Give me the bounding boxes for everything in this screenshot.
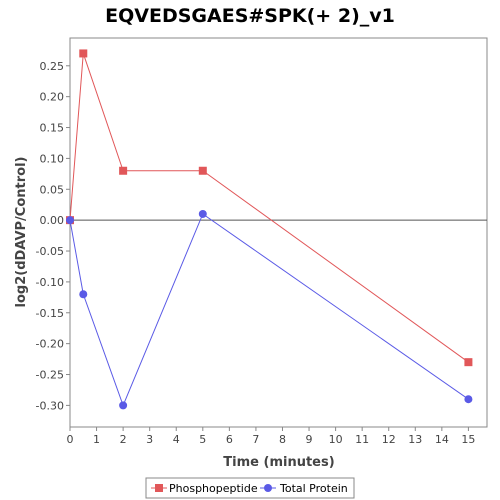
data-point-phosphopeptide xyxy=(464,358,473,367)
legend-phosphopeptide-marker xyxy=(155,484,163,492)
y-tick-label: 0.05 xyxy=(40,183,65,196)
data-point-phosphopeptide xyxy=(198,166,207,175)
data-point-total-protein xyxy=(79,290,88,299)
y-axis-label: log2(dDAVP/Control) xyxy=(14,157,29,308)
chart-title: EQVEDSGAES#SPK(+ 2)_v1 xyxy=(105,5,395,27)
x-tick-label: 10 xyxy=(329,433,343,446)
y-tick-label: -0.20 xyxy=(36,338,64,351)
y-tick-label: 0.20 xyxy=(40,91,65,104)
data-point-phosphopeptide xyxy=(79,49,88,58)
x-tick-label: 11 xyxy=(355,433,369,446)
legend-phosphopeptide-label: Phosphopeptide xyxy=(169,482,258,495)
series-total-protein xyxy=(66,209,473,410)
data-point-total-protein xyxy=(66,216,74,225)
x-tick-label: 0 xyxy=(67,433,74,446)
x-tick-label: 14 xyxy=(435,433,449,446)
y-tick-label: 0.25 xyxy=(40,60,65,73)
x-tick-label: 15 xyxy=(461,433,475,446)
y-ticks: 0.25 0.20 0.15 0.10 0.05 0.00 -0.05 -0.10 -0.15 -… xyxy=(36,60,70,412)
series-group xyxy=(66,49,473,410)
x-tick-label: 4 xyxy=(173,433,180,446)
legend: Phosphopeptide Total Protein xyxy=(145,477,355,499)
x-tick-label: 12 xyxy=(382,433,396,446)
x-tick-label: 8 xyxy=(279,433,286,446)
y-tick-label: -0.15 xyxy=(36,307,64,320)
x-tick-label: 2 xyxy=(120,433,127,446)
y-tick-label: -0.05 xyxy=(36,245,64,258)
data-point-total-protein xyxy=(119,401,128,410)
legend-total-protein-marker xyxy=(264,484,272,492)
y-tick-label: -0.25 xyxy=(36,369,64,382)
x-tick-label: 7 xyxy=(252,433,259,446)
x-tick-label: 5 xyxy=(199,433,206,446)
y-tick-label: 0.00 xyxy=(40,214,65,227)
data-point-total-protein xyxy=(198,209,207,218)
x-ticks: 0 1 2 3 4 5 6 7 8 9 10 11 12 13 14 15 xyxy=(67,427,475,446)
legend-total-protein-label: Total Protein xyxy=(279,482,348,495)
data-point-total-protein xyxy=(464,395,473,404)
y-tick-label: -0.30 xyxy=(36,399,64,412)
y-tick-label: 0.10 xyxy=(40,152,65,165)
y-tick-label: -0.10 xyxy=(36,276,64,289)
plot-area xyxy=(69,37,488,428)
x-tick-label: 1 xyxy=(93,433,100,446)
x-tick-label: 3 xyxy=(146,433,153,446)
data-point-phosphopeptide xyxy=(119,166,128,175)
y-tick-label: 0.15 xyxy=(40,122,65,135)
x-tick-label: 13 xyxy=(408,433,422,446)
x-tick-label: 6 xyxy=(226,433,233,446)
x-axis-label: Time (minutes) xyxy=(223,455,334,470)
x-tick-label: 9 xyxy=(306,433,313,446)
legend-box xyxy=(145,477,355,499)
